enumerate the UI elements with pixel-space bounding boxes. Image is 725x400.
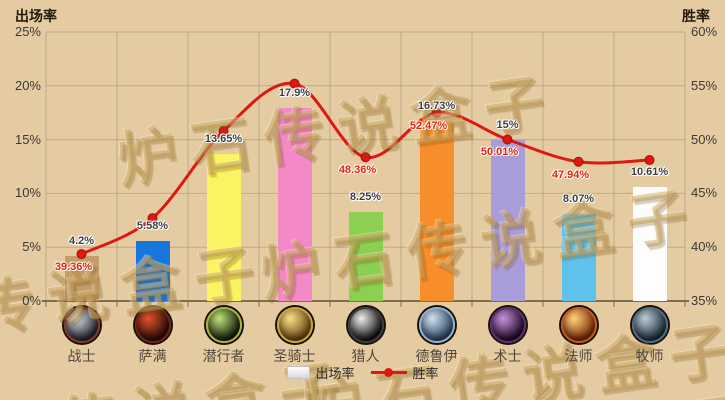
win-rate-line-swatch-icon <box>370 368 407 377</box>
play-rate-bar[interactable] <box>632 186 667 301</box>
win-rate-point[interactable] <box>218 125 229 136</box>
play-rate-value-label: 16.73% <box>417 99 456 112</box>
class-name-label: 圣骑士 <box>273 348 316 364</box>
win-rate-point[interactable] <box>76 249 87 260</box>
warlock-class-icon[interactable] <box>489 307 526 343</box>
right-axis-title: 胜率 <box>682 8 710 24</box>
right-axis-tick: 60% <box>691 24 718 39</box>
right-axis-tick: 45% <box>691 185 718 201</box>
left-axis-tick: 15% <box>14 131 41 147</box>
right-axis-tick: 35% <box>691 293 718 308</box>
legend-item-play-rate[interactable]: 出场率 <box>286 363 355 382</box>
paladin-class-icon[interactable] <box>276 307 313 343</box>
play-rate-value-label: 15% <box>496 118 519 131</box>
left-axis-tick: 25% <box>14 24 41 39</box>
class-name-label: 猎人 <box>351 348 380 364</box>
legend-play-rate-label: 出场率 <box>315 366 355 381</box>
win-rate-curve <box>80 81 650 256</box>
shaman-class-icon[interactable] <box>134 307 171 343</box>
rogue-class-icon[interactable] <box>205 307 242 343</box>
win-rate-point[interactable] <box>147 213 158 224</box>
left-axis-tick: 20% <box>14 77 41 93</box>
class-name-label: 德鲁伊 <box>415 348 458 364</box>
play-rate-bar[interactable] <box>135 240 170 301</box>
win-rate-point[interactable] <box>431 108 442 119</box>
play-rate-bar[interactable] <box>206 154 241 301</box>
class-name-label: 法师 <box>564 348 593 364</box>
left-axis-tick: 10% <box>14 185 41 201</box>
class-name-label: 潜行者 <box>202 348 245 364</box>
priest-class-icon[interactable] <box>631 307 668 343</box>
druid-class-icon[interactable] <box>418 307 455 343</box>
play-rate-value-label: 5.58% <box>136 219 169 232</box>
warrior-class-icon[interactable] <box>63 307 100 343</box>
win-rate-point[interactable] <box>360 152 371 163</box>
class-name-label: 战士 <box>67 348 96 364</box>
hunter-class-icon[interactable] <box>347 307 384 343</box>
play-rate-bar[interactable] <box>561 214 596 301</box>
play-rate-value-label: 4.2% <box>68 234 95 247</box>
right-axis-tick: 55% <box>691 77 718 93</box>
win-rate-point[interactable] <box>289 78 300 89</box>
right-axis-tick: 40% <box>691 239 718 255</box>
win-rate-value-label: 52.47% <box>409 120 448 133</box>
play-rate-value-label: 17.9% <box>278 87 311 100</box>
play-rate-bar[interactable] <box>348 212 383 301</box>
play-rate-bar[interactable] <box>490 139 525 301</box>
class-name-label: 牧师 <box>635 348 664 364</box>
win-rate-value-label: 47.94% <box>551 168 590 181</box>
play-rate-bar[interactable] <box>64 255 99 301</box>
mage-class-icon[interactable] <box>560 307 597 343</box>
left-axis-tick: 5% <box>22 239 41 255</box>
play-rate-bar[interactable] <box>277 108 312 301</box>
play-rate-value-label: 8.07% <box>562 193 595 206</box>
win-rate-value-label: 39.36% <box>54 261 93 274</box>
play-rate-value-label: 8.25% <box>349 191 382 204</box>
class-name-label: 萨满 <box>138 348 167 364</box>
win-rate-value-label: 50.01% <box>480 146 519 159</box>
win-rate-point[interactable] <box>644 155 655 166</box>
win-rate-point[interactable] <box>573 156 584 167</box>
legend: 出场率 胜率 <box>286 363 439 382</box>
left-axis-tick: 0% <box>22 293 41 308</box>
legend-win-rate-label: 胜率 <box>412 366 439 381</box>
legend-item-win-rate[interactable]: 胜率 <box>370 363 439 382</box>
play-rate-swatch-icon <box>286 366 310 379</box>
win-rate-value-label: 48.36% <box>338 164 377 177</box>
class-name-label: 术士 <box>493 348 522 364</box>
play-rate-bar[interactable] <box>419 120 454 301</box>
right-axis-tick: 50% <box>691 131 718 147</box>
play-rate-value-label: 10.61% <box>630 165 669 178</box>
win-rate-point[interactable] <box>502 134 513 145</box>
play-rate-value-label: 13.65% <box>204 133 243 146</box>
left-axis-title: 出场率 <box>15 8 57 24</box>
